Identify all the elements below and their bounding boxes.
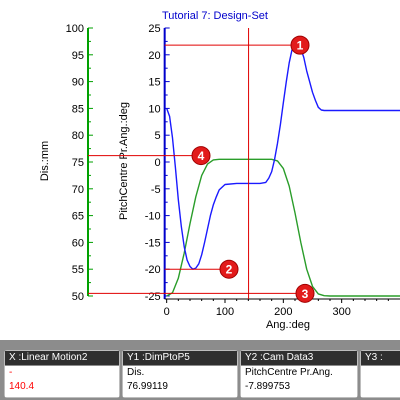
y2-tick-label: -25	[145, 291, 161, 303]
y2-tick-label: -10	[145, 211, 161, 223]
y2-tick-label: 20	[148, 50, 160, 62]
x-tick-label: 200	[274, 306, 292, 318]
y2-tick-label: 25	[148, 23, 160, 35]
x-tick-label: 100	[216, 306, 234, 318]
marker-label-1: 1	[297, 39, 304, 53]
y1-tick-label: 65	[72, 211, 84, 223]
marker-badge-3	[295, 283, 315, 303]
series-line-1	[166, 158, 400, 297]
readout-y2-line1: PitchCentre Pr.Ang.	[245, 367, 333, 378]
y1-tick-label: 100	[66, 23, 84, 35]
readout-y2-body: PitchCentre Pr.Ang. -7.899753	[241, 366, 357, 397]
y1-tick-label: 75	[72, 157, 84, 169]
cam-chart[interactable]: Tutorial 7: Design-Set Dis.:mm PitchCent…	[0, 0, 400, 340]
readout-x-body: - 140.4	[5, 366, 119, 397]
readout-x-line1: -	[9, 367, 13, 378]
y2-tick-label: 10	[148, 103, 160, 115]
readout-y1-line1: Dis.	[127, 367, 145, 378]
series-line-2	[166, 42, 400, 270]
readout-y2-value: -7.899753	[245, 381, 291, 392]
x-tick-label: 0	[164, 306, 170, 318]
y1-tick-label: 80	[72, 130, 84, 142]
y1-tick-label: 70	[72, 184, 84, 196]
chart-title: Tutorial 7: Design-Set	[162, 10, 268, 22]
readout-y1-body: Dis. 76.99119	[123, 366, 237, 397]
readout-x-value: 140.4	[9, 381, 35, 392]
marker-label-4: 4	[198, 149, 205, 163]
series-layer	[166, 42, 400, 297]
y2-tick-label: 5	[155, 130, 161, 142]
readout-y3[interactable]: Y3 :	[360, 350, 400, 398]
y1-tick-label: 90	[72, 77, 84, 89]
axes-layer: 50556065707580859095100-25-20-15-10-5051…	[66, 23, 400, 318]
y1-tick-label: 85	[72, 103, 84, 115]
y1-tick-label: 60	[72, 237, 84, 249]
y1-tick-label: 55	[72, 264, 84, 276]
readout-y1-value: 76.99119	[127, 381, 168, 392]
overlay-layer: 1 2 3 4	[88, 28, 315, 303]
readout-y2-header: Y2 :Cam Data3	[241, 351, 357, 365]
readout-y1-header: Y1 :DimPtoP5	[123, 351, 237, 365]
marker-badge-4	[191, 146, 211, 166]
y2-tick-label: -20	[145, 264, 161, 276]
marker-badge-1	[290, 35, 310, 55]
readout-y3-body	[361, 366, 400, 397]
readout-y1[interactable]: Y1 :DimPtoP5 Dis. 76.99119	[122, 350, 238, 398]
readout-y2[interactable]: Y2 :Cam Data3 PitchCentre Pr.Ang. -7.899…	[240, 350, 358, 398]
y2-tick-label: 15	[148, 77, 160, 89]
readout-x-header: X :Linear Motion2	[5, 351, 119, 365]
x-tick-label: 300	[332, 306, 350, 318]
marker-badge-2	[219, 259, 239, 279]
x-axis-label: Ang.:deg	[266, 319, 310, 331]
y2-axis-label: PitchCentre Pr.Ang.:deg	[118, 102, 130, 220]
y1-axis-label: Dis.:mm	[39, 141, 51, 181]
y1-tick-label: 50	[72, 291, 84, 303]
readout-x[interactable]: X :Linear Motion2 - 140.4	[4, 350, 120, 398]
y1-tick-label: 95	[72, 50, 84, 62]
marker-label-3: 3	[302, 287, 309, 301]
y2-tick-label: 0	[155, 157, 161, 169]
readout-y3-header: Y3 :	[361, 351, 400, 365]
cursor-readout-panel: X :Linear Motion2 - 140.4 Y1 :DimPtoP5 D…	[0, 340, 400, 400]
y2-tick-label: -5	[151, 184, 161, 196]
y2-tick-label: -15	[145, 237, 161, 249]
marker-label-2: 2	[226, 263, 233, 277]
